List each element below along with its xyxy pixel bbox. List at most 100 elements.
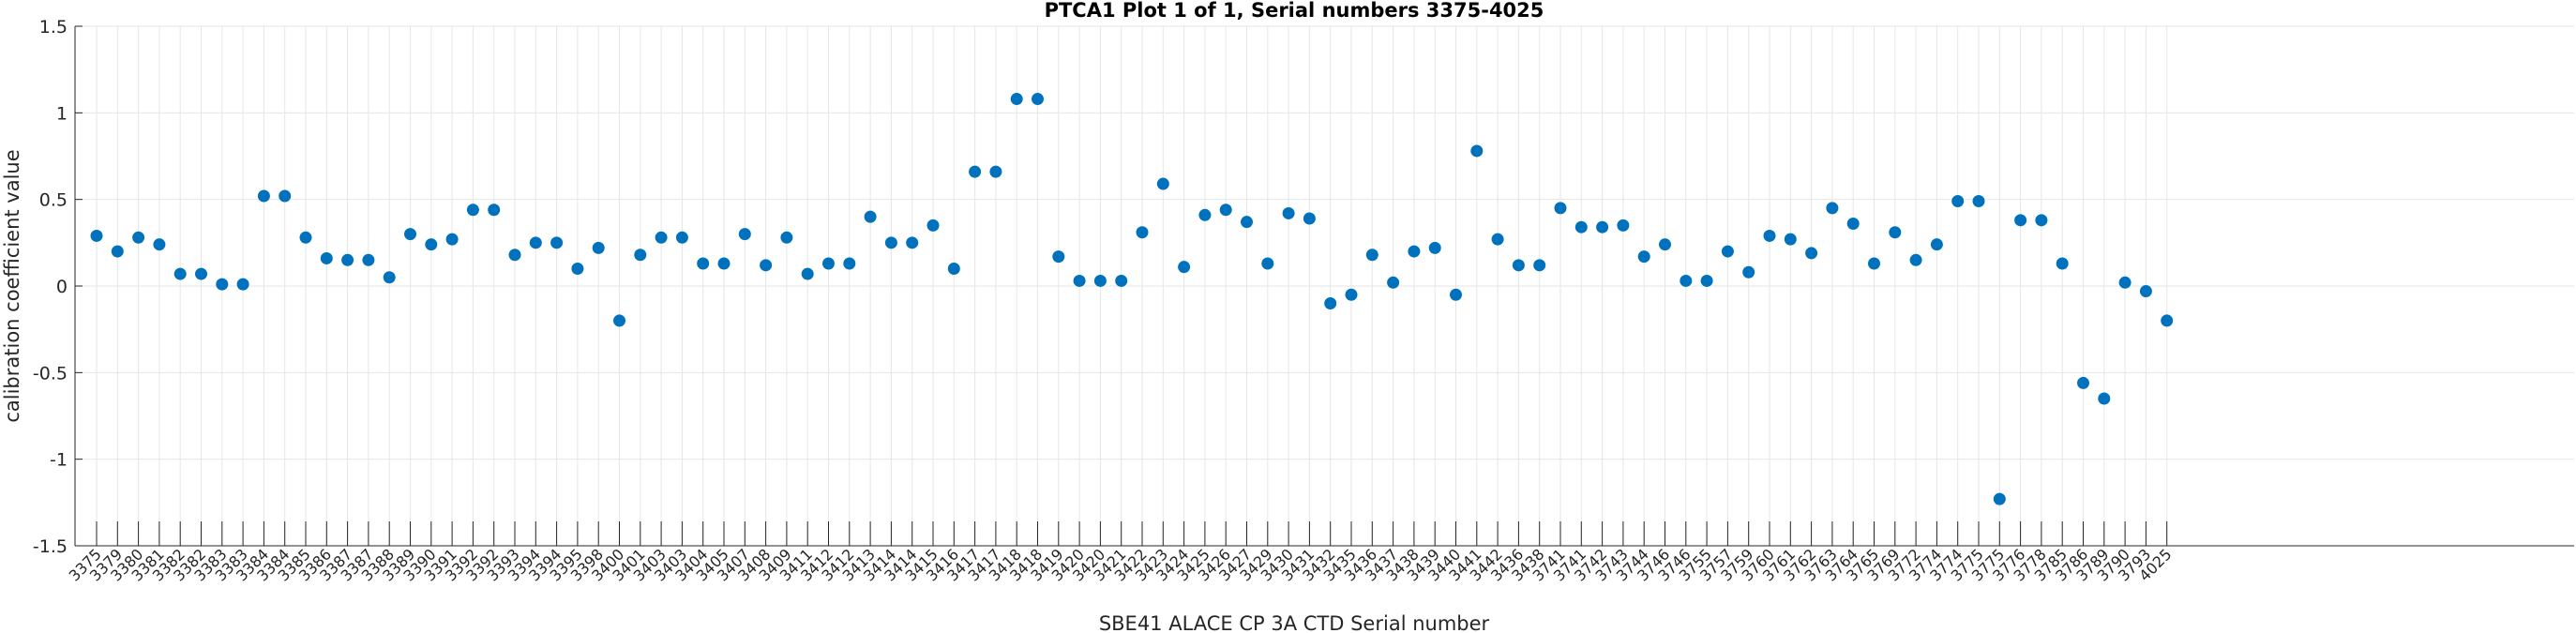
data-point (1554, 202, 1567, 215)
data-point (195, 267, 207, 280)
data-point (1846, 218, 1860, 231)
data-point (571, 263, 584, 276)
data-point (864, 210, 877, 223)
y-tick-label: -1 (50, 450, 68, 471)
y-tick-label: 0 (56, 277, 68, 297)
data-point (1993, 492, 2006, 505)
data-point (884, 236, 897, 249)
data-point (1889, 226, 1902, 239)
data-point (1093, 274, 1107, 287)
data-point (926, 219, 940, 232)
data-point (1763, 229, 1776, 242)
data-point (1428, 241, 1441, 254)
data-point (1052, 250, 1065, 264)
data-point (1930, 238, 1943, 251)
data-point (1700, 274, 1713, 287)
data-point (1324, 296, 1337, 309)
data-point (1491, 233, 1504, 246)
data-point (299, 231, 312, 244)
data-point (947, 263, 960, 276)
data-point (1303, 212, 1316, 225)
data-point (1345, 288, 1358, 301)
data-point (1010, 93, 1023, 106)
data-point (989, 165, 1002, 178)
grid-layer (75, 25, 2574, 547)
data-point (529, 236, 542, 249)
data-point (1972, 195, 1985, 208)
data-point (675, 231, 688, 244)
data-point (1574, 220, 1588, 234)
data-point (550, 236, 564, 249)
data-point (1450, 288, 1462, 301)
data-point (1784, 233, 1797, 246)
data-point (822, 257, 835, 270)
data-point (1951, 195, 1965, 208)
x-axis-label: SBE41 ALACE CP 3A CTD Serial number (1099, 612, 1490, 633)
data-point (613, 314, 625, 327)
data-point (362, 253, 375, 266)
data-point (383, 271, 396, 284)
data-point (1533, 259, 1546, 272)
data-point (216, 278, 229, 291)
data-point (1073, 274, 1086, 287)
data-point (1198, 208, 1212, 221)
data-point (969, 165, 982, 178)
data-point (2098, 392, 2111, 405)
data-point (1387, 276, 1400, 289)
data-point (738, 228, 751, 241)
y-tick-label: 0.5 (39, 190, 68, 211)
data-point (1241, 216, 1253, 229)
data-point (320, 251, 333, 264)
data-point (1680, 274, 1693, 287)
y-ticks: -1.5 -1 -0.5 0 0.5 1 1.5 (33, 17, 83, 557)
data-point (173, 267, 187, 280)
data-point (2118, 276, 2132, 289)
data-point (111, 245, 124, 258)
x-ticks: 3375337933803381338233823383338333843384… (66, 521, 2176, 585)
data-point (445, 233, 459, 246)
data-point (697, 257, 710, 270)
data-point (488, 203, 501, 217)
data-point (2161, 314, 2174, 327)
data-point (1596, 220, 1609, 234)
data-point (1805, 247, 1818, 260)
data-point (1261, 257, 1274, 270)
data-point (1219, 203, 1232, 217)
data-point (1365, 249, 1378, 262)
data-point (1470, 144, 1484, 158)
data-point (780, 231, 793, 244)
data-point (2056, 257, 2069, 270)
data-point (1512, 259, 1525, 272)
y-tick-label: 1 (56, 103, 68, 124)
data-point (1637, 250, 1650, 264)
data-point (1721, 245, 1734, 258)
data-point (341, 253, 354, 266)
data-point (1032, 93, 1044, 106)
data-point (1282, 206, 1295, 219)
data-point (404, 228, 416, 241)
data-point (236, 278, 249, 291)
data-point (1115, 274, 1128, 287)
data-point (1408, 245, 1421, 258)
data-point (717, 257, 731, 270)
data-point (1136, 226, 1149, 239)
y-tick-label: -1.5 (33, 536, 68, 557)
data-point (2139, 285, 2152, 298)
data-point (132, 231, 145, 244)
data-point (592, 241, 605, 254)
data-point (508, 249, 521, 262)
data-point (90, 229, 103, 242)
data-point (1617, 219, 1630, 232)
y-axis-label: calibration coefficient value (1, 149, 23, 422)
data-point (760, 259, 773, 272)
data-point (153, 238, 166, 251)
data-point (2014, 214, 2027, 227)
data-point (2077, 376, 2089, 389)
y-tick-label: 1.5 (39, 17, 68, 38)
data-point (1826, 202, 1839, 215)
data-point (1909, 253, 1922, 266)
data-point (1868, 257, 1880, 270)
data-point (634, 249, 647, 262)
data-point (257, 189, 270, 203)
